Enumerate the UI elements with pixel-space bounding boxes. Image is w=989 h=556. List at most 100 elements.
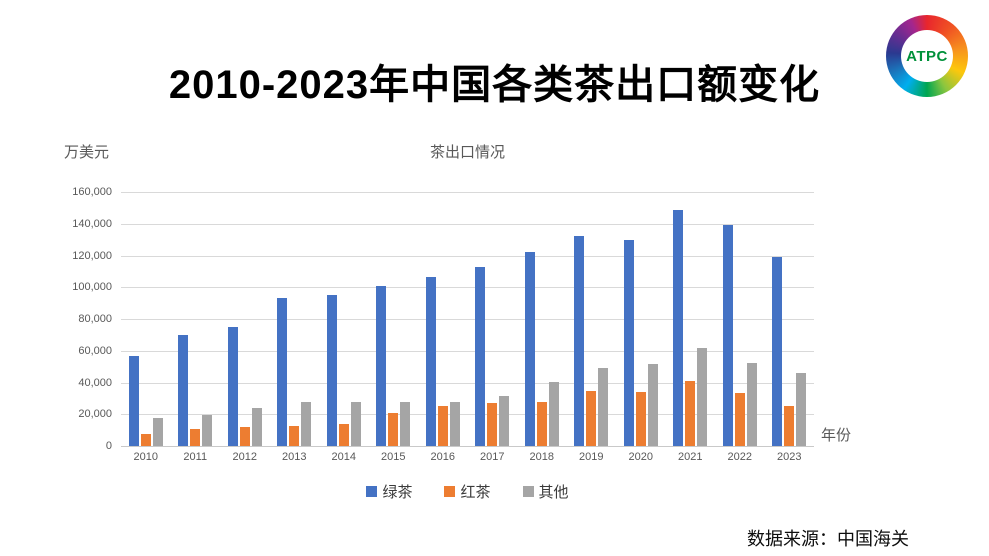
bar-group-2015	[376, 286, 411, 446]
bar-other-2013	[301, 402, 312, 446]
gridline	[121, 414, 814, 416]
bar-group-2017	[475, 267, 510, 446]
data-source-note: 数据来源：中国海关	[747, 529, 909, 549]
y-tick-label: 160,000	[72, 186, 112, 198]
bar-other-2019	[598, 368, 609, 446]
bar-group-2010	[128, 356, 163, 446]
legend-swatch-icon	[444, 486, 456, 497]
gridline	[121, 255, 814, 257]
x-tick-label-2015: 2015	[381, 451, 406, 463]
y-tick-label: 120,000	[72, 249, 112, 262]
gridline	[121, 382, 814, 384]
bar-black-tea-2023	[784, 406, 795, 446]
bar-black-tea-2010	[140, 434, 151, 446]
bar-group-2023	[772, 257, 807, 446]
x-tick-label-2016: 2016	[430, 451, 455, 463]
x-axis-line	[121, 446, 814, 447]
bar-group-2019	[574, 236, 609, 446]
bar-other-2011	[202, 415, 213, 446]
bar-black-tea-2015	[388, 413, 399, 446]
bar-green-tea-2012	[227, 327, 238, 446]
chart-legend: 绿茶 红茶 其他	[121, 481, 814, 502]
bar-green-tea-2010	[128, 356, 139, 446]
bar-other-2018	[548, 382, 559, 446]
bar-other-2010	[152, 418, 163, 446]
x-tick-label-2023: 2023	[777, 451, 802, 463]
bar-green-tea-2015	[376, 286, 387, 446]
x-tick-label-2019: 2019	[579, 451, 604, 463]
bar-group-2013	[277, 298, 312, 446]
bar-other-2015	[400, 402, 411, 446]
y-tick-label: 80,000	[78, 313, 112, 325]
bar-green-tea-2013	[277, 298, 288, 446]
bar-black-tea-2011	[190, 429, 201, 446]
bar-group-2014	[326, 295, 361, 446]
y-tick-label: 0	[105, 440, 112, 452]
bar-black-tea-2016	[437, 406, 448, 446]
bar-black-tea-2022	[734, 393, 745, 446]
bar-other-2022	[746, 363, 757, 446]
bar-green-tea-2020	[623, 240, 634, 446]
y-tick-label: 100,000	[72, 281, 112, 294]
legend-item-black-tea: 红茶	[444, 481, 491, 502]
bar-green-tea-2016	[425, 277, 436, 446]
x-tick-label-2017: 2017	[480, 451, 505, 463]
x-tick-label-2012: 2012	[232, 451, 257, 463]
bar-black-tea-2021	[685, 381, 696, 446]
legend-swatch-icon	[522, 486, 534, 497]
bar-green-tea-2023	[772, 257, 783, 446]
x-tick-label-2010: 2010	[133, 451, 158, 463]
legend-swatch-icon	[366, 486, 378, 497]
y-axis-unit-label: 万美元	[64, 144, 110, 161]
chart-title: 茶出口情况	[429, 144, 505, 161]
y-tick-label: 20,000	[78, 408, 112, 421]
bar-group-2011	[178, 335, 213, 446]
bar-group-2020	[623, 240, 658, 446]
y-tick-label: 60,000	[78, 344, 112, 357]
gridline	[121, 223, 814, 225]
bar-green-tea-2018	[524, 252, 535, 446]
x-tick-label-2018: 2018	[529, 451, 554, 463]
bar-group-2012	[227, 327, 262, 446]
bar-green-tea-2017	[475, 267, 486, 446]
x-tick-label-2014: 2014	[331, 451, 356, 463]
legend-item-green-tea: 绿茶	[366, 481, 412, 502]
bar-black-tea-2020	[635, 392, 646, 446]
bar-black-tea-2018	[536, 402, 547, 446]
bar-group-2021	[673, 210, 708, 446]
y-tick-label: 40,000	[78, 376, 112, 389]
bar-group-2016	[425, 277, 460, 446]
atpc-logo: ATPC	[884, 13, 970, 99]
logo-text: ATPC	[906, 47, 948, 65]
logo-center	[901, 30, 953, 82]
y-tick-label: 140,000	[72, 217, 112, 230]
gridline	[121, 192, 814, 193]
x-tick-label-2011: 2011	[183, 451, 208, 463]
bar-other-2014	[350, 402, 361, 446]
bar-other-2021	[697, 348, 708, 446]
bar-black-tea-2013	[289, 426, 300, 446]
x-tick-label-2022: 2022	[727, 451, 752, 463]
legend-label: 绿茶	[382, 484, 413, 501]
bar-black-tea-2012	[239, 427, 250, 446]
bar-green-tea-2019	[574, 236, 585, 446]
x-tick-label-2020: 2020	[628, 451, 653, 463]
legend-label: 其他	[538, 484, 569, 501]
bar-other-2023	[796, 373, 807, 446]
legend-item-other: 其他	[522, 481, 569, 502]
bar-other-2017	[499, 396, 510, 446]
bar-green-tea-2011	[178, 335, 189, 446]
bar-other-2020	[647, 364, 658, 446]
bar-black-tea-2019	[586, 391, 597, 446]
bar-black-tea-2014	[338, 424, 349, 446]
gridline	[121, 287, 814, 289]
page-title: 2010-2023年中国各类茶出口额变化	[168, 63, 821, 107]
bar-green-tea-2021	[673, 210, 684, 446]
bar-other-2012	[251, 408, 262, 446]
bar-group-2018	[524, 252, 559, 446]
x-tick-label-2013: 2013	[282, 451, 307, 463]
x-axis-title: 年份	[821, 427, 852, 444]
bar-other-2016	[449, 402, 460, 446]
bar-group-2022	[722, 225, 757, 446]
